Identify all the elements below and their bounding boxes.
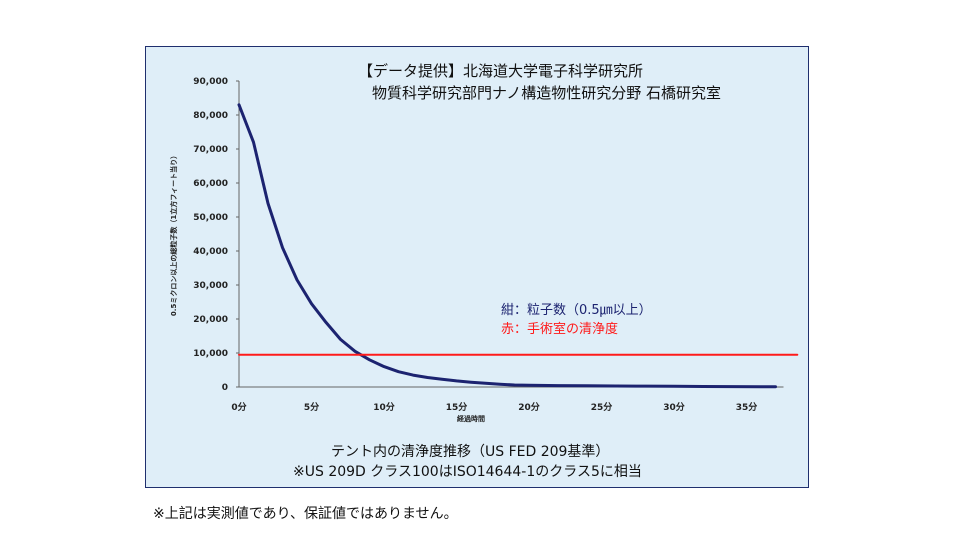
footnote: ※上記は実測値であり、保証値ではありません。 xyxy=(153,506,458,522)
x-tick-label: 20分 xyxy=(518,401,540,413)
chart-caption-line-2: ※US 209D クラス100はISO14644-1のクラス5に相当 xyxy=(293,464,642,480)
data-credit-line-1: 【データ提供】北海道大学電子科学研究所 xyxy=(358,62,644,80)
x-tick-label: 35分 xyxy=(736,401,758,413)
data-credit-line-2: 物質科学研究部門ナノ構造物性研究分野 石橋研究室 xyxy=(372,84,722,102)
y-tick-label: 0 xyxy=(222,383,228,393)
legend-particle-count: 紺：粒子数（0.5㎛以上） xyxy=(501,303,652,318)
x-tick-label: 25分 xyxy=(591,401,613,413)
y-tick-label: 90,000 xyxy=(193,77,228,87)
y-tick-label: 60,000 xyxy=(193,179,228,189)
chart-frame: 0 10,000 20,000 30,000 40,000 50,000 60,000 70,… xyxy=(145,46,809,488)
chart-caption-line-1: テント内の清浄度推移（US FED 209基準） xyxy=(331,444,610,460)
chart-svg: 0 10,000 20,000 30,000 40,000 50,000 60,000 70,… xyxy=(169,77,799,423)
legend-operating-room: 赤：手術室の清浄度 xyxy=(501,322,619,337)
y-tick-label: 50,000 xyxy=(193,213,228,223)
y-axis-title: 0.5ミクロン以上の総粒子数（1立方フィート当り） xyxy=(169,152,178,316)
x-tick-label: 5分 xyxy=(304,401,319,413)
y-tick-label: 20,000 xyxy=(193,315,228,325)
y-tick-label: 70,000 xyxy=(193,145,228,155)
y-tick-label: 80,000 xyxy=(193,111,228,121)
x-tick-label: 0分 xyxy=(231,401,246,413)
x-axis-title: 経過時間 xyxy=(457,414,485,423)
x-tick-label: 15分 xyxy=(446,401,468,413)
x-tick-label: 30分 xyxy=(663,401,685,413)
series-line-particle-count xyxy=(237,103,777,389)
x-tick-label: 10分 xyxy=(373,401,395,413)
y-tick-label: 10,000 xyxy=(193,349,228,359)
y-tick-label: 30,000 xyxy=(193,281,228,291)
y-tick-label: 40,000 xyxy=(193,247,228,257)
